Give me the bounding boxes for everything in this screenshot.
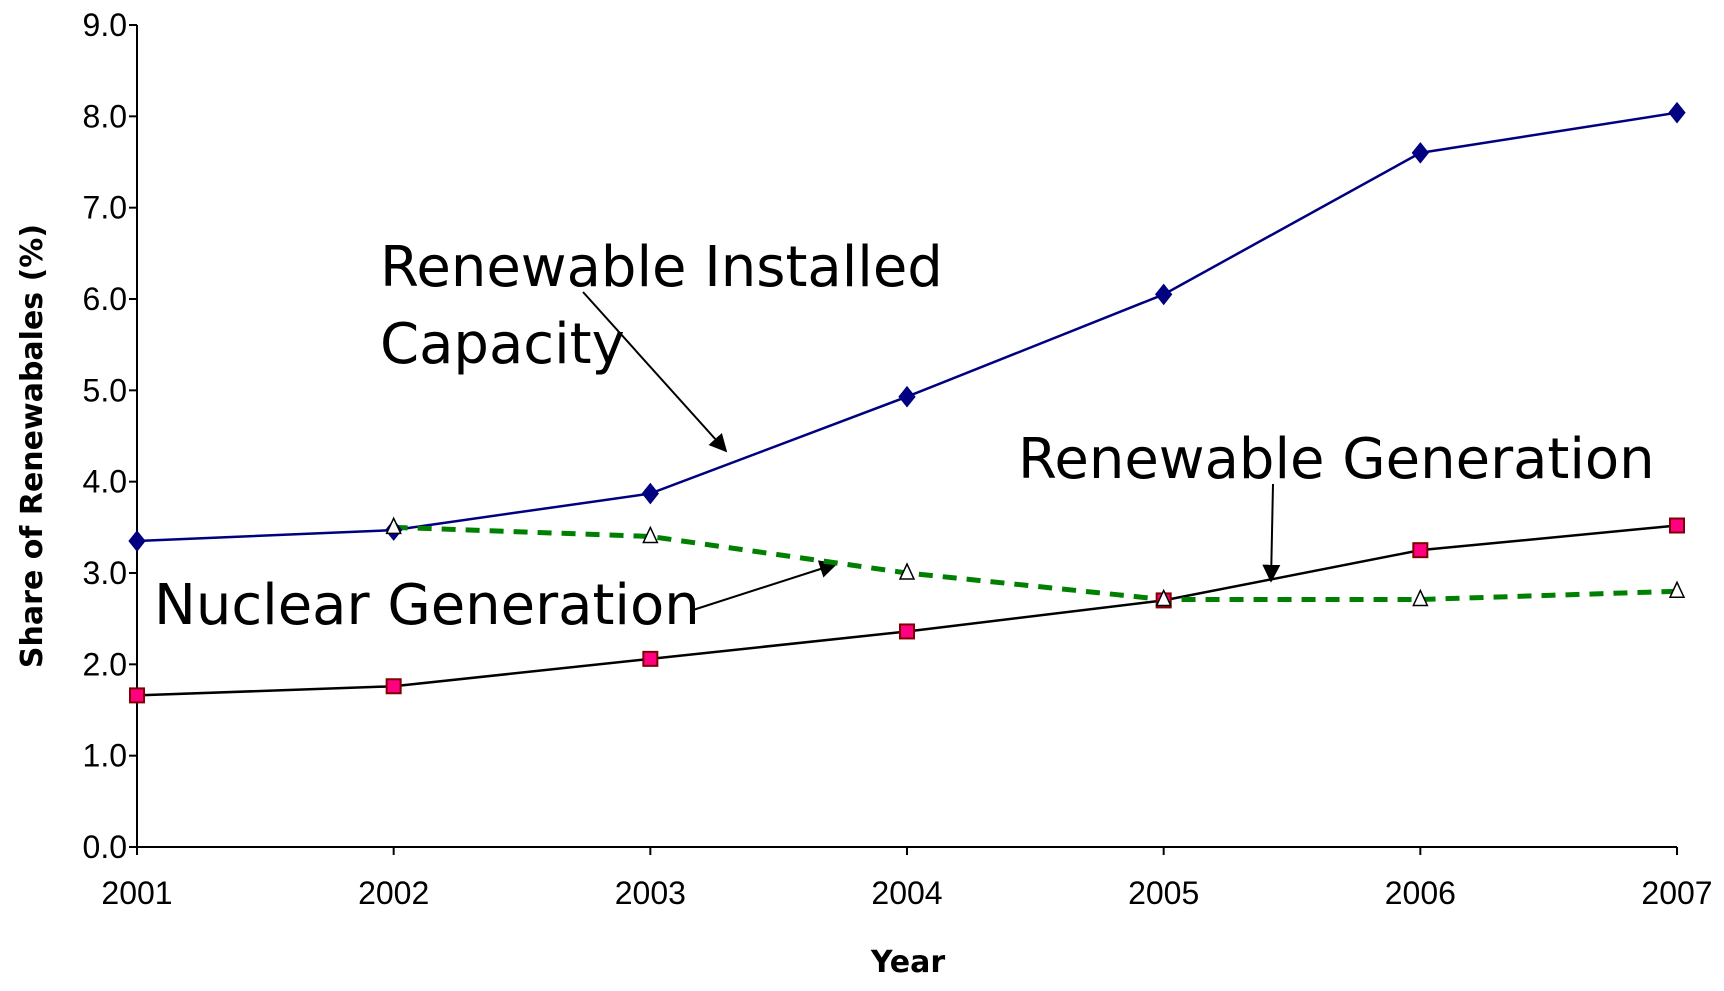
marker <box>1411 142 1429 164</box>
marker <box>1412 542 1429 559</box>
x-tick-label: 2007 <box>1641 875 1712 911</box>
x-tick-label: 2003 <box>615 875 686 911</box>
marker <box>1668 101 1686 124</box>
arrow <box>582 291 728 453</box>
y-tick-label: 5.0 <box>83 372 127 408</box>
marker <box>898 385 916 408</box>
marker <box>1668 580 1686 599</box>
marker <box>1155 588 1172 607</box>
y-tick-label: 4.0 <box>83 464 127 500</box>
marker <box>1412 588 1429 607</box>
marker <box>128 530 146 552</box>
y-axis-title: Share of Renewabales (%) <box>15 224 50 668</box>
annotation: Renewable Generation <box>1018 427 1655 492</box>
marker <box>129 687 145 704</box>
y-tick-label: 8.0 <box>83 98 127 134</box>
x-tick-label: 2004 <box>871 875 942 911</box>
annotation: Renewable Installed <box>380 235 943 300</box>
marker <box>641 482 659 505</box>
x-tick-label: 2006 <box>1385 875 1456 911</box>
y-tick-label: 7.0 <box>83 190 127 226</box>
marker <box>385 678 402 695</box>
annotation: Capacity <box>380 312 625 377</box>
marker <box>899 623 915 640</box>
marker <box>385 516 402 535</box>
marker <box>1155 283 1173 306</box>
y-tick-label: 2.0 <box>83 646 127 682</box>
marker <box>898 562 916 580</box>
y-tick-label: 6.0 <box>83 281 127 317</box>
x-tick-label: 2001 <box>101 875 172 911</box>
y-tick-label: 0.0 <box>83 829 127 865</box>
y-tick-label: 3.0 <box>83 555 127 591</box>
x-tick-label: 2005 <box>1128 875 1199 911</box>
y-tick-label: 9.0 <box>83 7 127 43</box>
marker <box>1669 517 1685 534</box>
arrow <box>1262 483 1281 583</box>
arrow <box>692 560 838 611</box>
y-tick-label: 1.0 <box>83 738 127 774</box>
annotation: Nuclear Generation <box>154 573 700 638</box>
marker <box>642 650 659 667</box>
x-axis-title: Year <box>870 945 946 980</box>
x-tick-label: 2002 <box>358 875 429 911</box>
marker <box>642 525 659 544</box>
